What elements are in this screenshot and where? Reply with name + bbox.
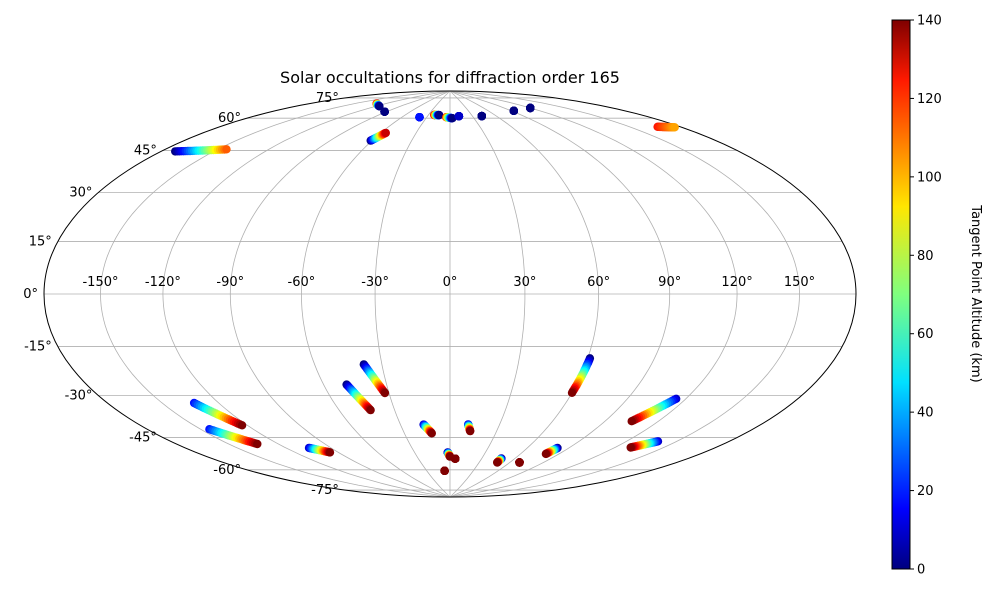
colorbar-tick-label: 60 <box>917 327 934 342</box>
occultation-point <box>451 454 460 463</box>
lat-tick-label: -15° <box>24 340 52 355</box>
longitude-tick-labels: -150° -120° -90° -60° -30° 0° 30° 60° 90° 120° 150… <box>82 275 815 290</box>
occultation-point <box>366 405 375 415</box>
lon-tick-label: 150° <box>784 275 815 290</box>
lat-tick-label: -45° <box>129 431 157 446</box>
lon-tick-label: 120° <box>721 275 752 290</box>
occultation-point <box>466 426 475 436</box>
lon-tick-label: 90° <box>658 275 681 290</box>
occultation-point <box>325 448 335 457</box>
occultation-point <box>375 102 384 111</box>
occultation-point <box>380 388 390 398</box>
lon-tick-label: 0° <box>443 275 458 290</box>
occultation-point <box>448 114 457 123</box>
occultation-point <box>454 112 464 121</box>
occultation-point <box>477 111 486 121</box>
lat-tick-label: -30° <box>65 389 93 404</box>
lon-tick-label: -120° <box>145 275 181 290</box>
lon-tick-label: -90° <box>216 275 244 290</box>
lat-tick-label: 0° <box>23 287 38 302</box>
occultation-point <box>381 128 390 138</box>
lon-tick-label: -150° <box>82 275 118 290</box>
colorbar <box>891 19 911 570</box>
occultation-point <box>627 417 636 426</box>
lat-tick-label: 75° <box>316 91 339 106</box>
graticule <box>44 91 856 497</box>
occultation-point <box>253 439 262 449</box>
occultation-point <box>415 113 424 122</box>
occultation-point <box>222 145 231 154</box>
occultation-point <box>237 421 247 430</box>
occultation-points <box>171 99 681 475</box>
occultation-point <box>526 103 535 113</box>
chart-title: Solar occultations for diffraction order… <box>280 68 620 87</box>
colorbar-tick-label: 140 <box>917 14 942 29</box>
occultation-point <box>427 429 436 438</box>
lat-tick-label: 15° <box>29 235 52 250</box>
colorbar-tick-label: 120 <box>917 92 942 107</box>
colorbar-tick-label: 100 <box>917 170 942 185</box>
colorbar-tick-label: 80 <box>917 249 934 264</box>
lat-tick-label: -60° <box>213 463 241 478</box>
lat-tick-label: 45° <box>134 144 157 159</box>
lon-tick-label: 30° <box>513 275 536 290</box>
occultation-point <box>440 466 449 475</box>
occultation-point <box>380 107 389 116</box>
colorbar-label: Tangent Point Altitude (km) <box>968 204 983 382</box>
occultation-point <box>541 449 551 459</box>
lat-tick-label: -75° <box>311 483 339 498</box>
lat-tick-label: 60° <box>218 111 241 126</box>
lat-tick-label: 30° <box>69 186 92 201</box>
colorbar-ticks: 0 20 40 60 80 100 120 140 <box>910 14 942 578</box>
occultation-point <box>515 458 524 467</box>
lon-tick-label: -60° <box>288 275 316 290</box>
occultation-point <box>509 106 518 116</box>
occultation-point <box>435 110 444 120</box>
latitude-tick-labels: -75° -60° -45° -30° -15° 0° 15° 30° 45° 60° 75° <box>23 91 339 498</box>
lon-tick-label: 60° <box>587 275 610 290</box>
colorbar-tick-label: 0 <box>917 563 925 578</box>
occultation-point <box>626 443 635 452</box>
colorbar-tick-label: 40 <box>917 406 934 421</box>
occultation-point <box>567 388 577 397</box>
lon-tick-label: -30° <box>361 275 389 290</box>
occultation-point <box>493 458 502 467</box>
map-outline <box>43 90 857 498</box>
occultation-point <box>670 123 679 132</box>
colorbar-tick-label: 20 <box>917 484 934 499</box>
